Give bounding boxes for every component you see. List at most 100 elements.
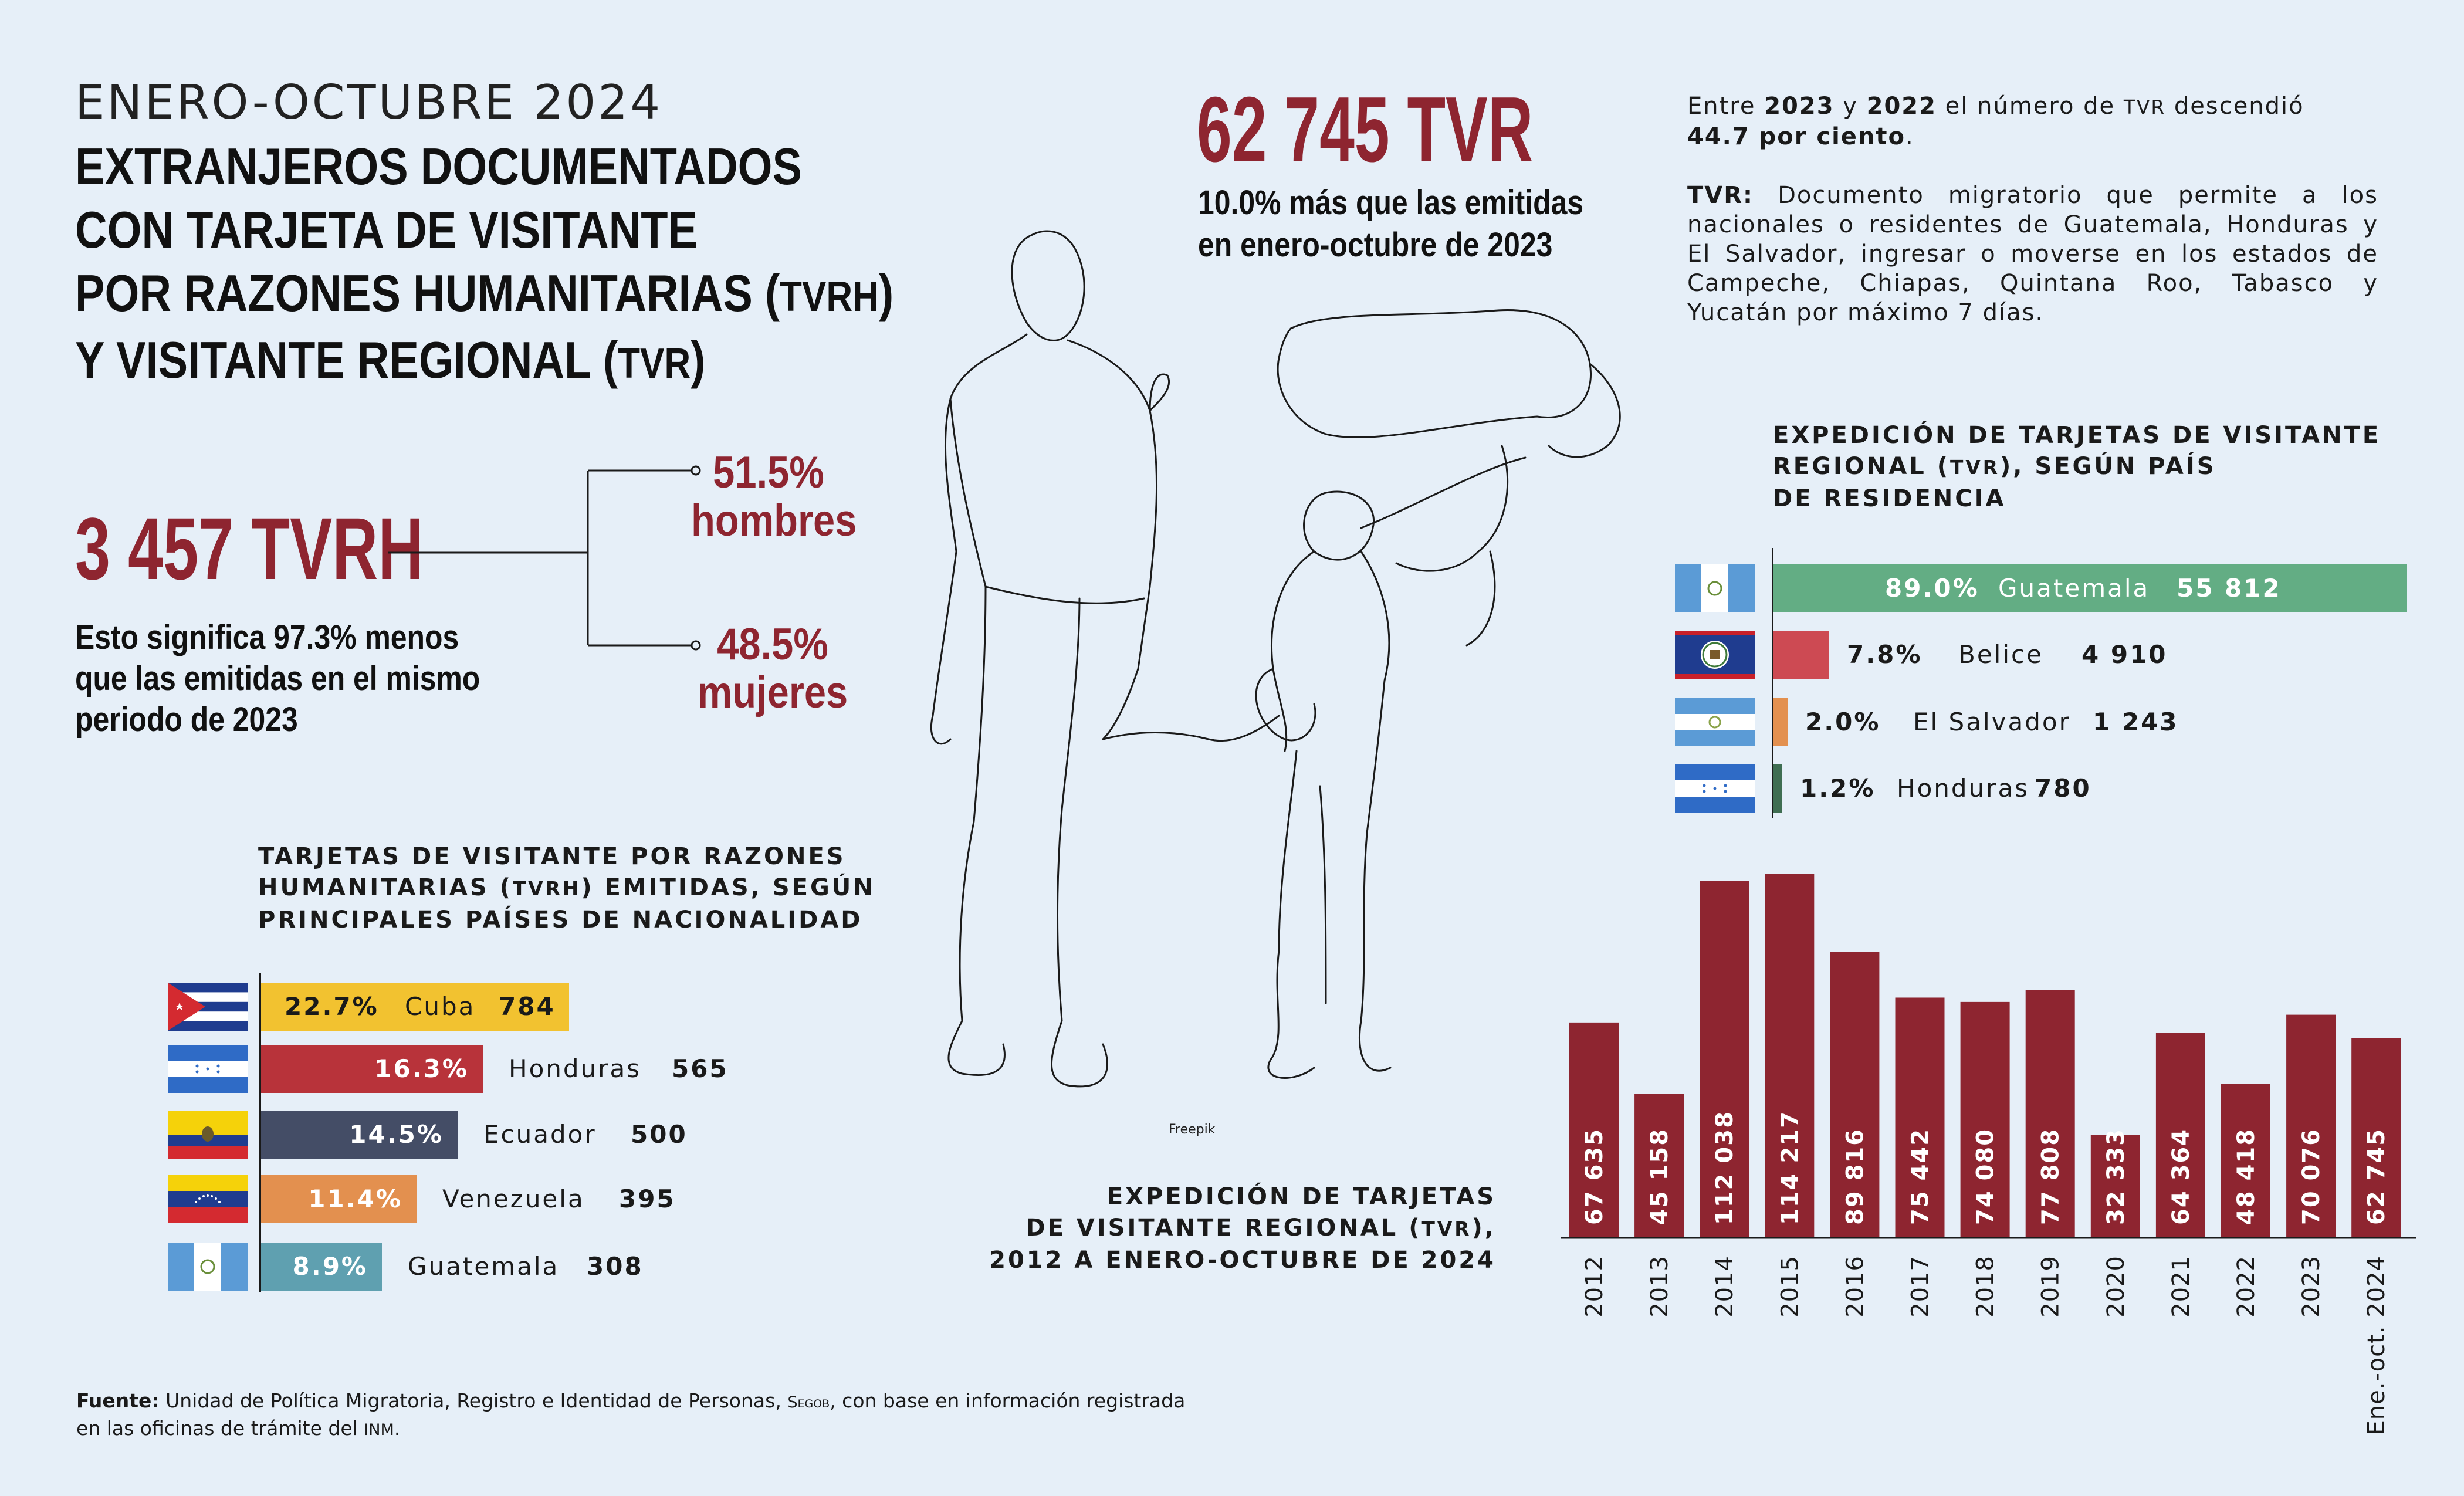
title-abbr: TVRH <box>780 273 879 320</box>
tvrh-note: Esto significa 97.3% menos que las emiti… <box>75 617 480 740</box>
title-line: EXTRANJEROS DOCUMENTADOS <box>75 137 803 195</box>
chart-title-text: HUMANITARIAS ( <box>258 874 513 901</box>
honduras-flag-icon <box>1675 764 1755 813</box>
source-label: Fuente: <box>76 1389 160 1412</box>
change-text: y <box>1834 93 1867 120</box>
x-tick-label: 2020 <box>2103 1255 2130 1318</box>
definition-label: TVR: <box>1687 182 1754 209</box>
chart-title-abbr: TVR <box>1421 1218 1472 1240</box>
tvr-residence-chart-title: EXPEDICIÓN DE TARJETAS DE VISITANTE REGI… <box>1773 420 2381 515</box>
belize-flag-icon <box>1675 631 1755 679</box>
tvr-change-text: Entre 2023 y 2022 el número de TVR desce… <box>1687 92 2391 151</box>
definition-text: Documento migratorio que permite a los <box>1778 182 2378 209</box>
title-line: CON TARJETA DE VISITANTE <box>75 201 698 259</box>
bar-value-label: 67 635 <box>1581 1128 1608 1225</box>
title-text: Y VISITANTE REGIONAL ( <box>75 331 618 389</box>
tvr-note: 10.0% más que las emitidas en enero-octu… <box>1198 182 1583 266</box>
men-label: hombres <box>691 496 857 546</box>
chart-title-text: REGIONAL ( <box>1773 453 1950 480</box>
gender-connector <box>388 465 701 651</box>
tvrh-total: 3 457 TVRH <box>75 499 424 598</box>
bar <box>261 983 569 1031</box>
bar-value-label: 4 910 <box>2081 640 2168 669</box>
bar-category-label: Guatemala <box>408 1252 560 1281</box>
tvr-note-line: en enero-octubre de 2023 <box>1198 226 1553 264</box>
source-text: en las oficinas de trámite del <box>76 1417 364 1440</box>
bar-percent-label: 1.2% <box>1800 774 1876 803</box>
bar <box>261 1111 458 1159</box>
bar <box>2221 1084 2270 1238</box>
venezuela-flag-icon <box>168 1175 248 1223</box>
source-text: Unidad de Política Migratoria, Registro … <box>159 1389 788 1412</box>
bar <box>1773 631 1829 679</box>
x-tick-label: 2013 <box>1646 1255 1673 1318</box>
definition-line: nacionales o residentes de Guatemala, Ho… <box>1687 211 2378 238</box>
year-2022: 2022 <box>1866 93 1937 120</box>
chart-title-line: DE RESIDENCIA <box>1773 485 2006 512</box>
tvr-yearly-chart-title: EXPEDICIÓN DE TARJETAS DE VISITANTE REGI… <box>939 1182 1496 1276</box>
bar-value-label: 1 243 <box>2093 708 2179 736</box>
bar <box>261 1175 417 1223</box>
title-paren: ) <box>878 264 894 322</box>
title-abbr: TVR <box>618 340 691 387</box>
women-percent: 48.5% <box>717 620 828 669</box>
bar-value-label: 55 812 <box>2177 574 2282 603</box>
cuba-flag-icon <box>168 983 248 1031</box>
ecuador-flag-icon <box>168 1111 248 1159</box>
bar-category-label: Ecuador <box>483 1120 597 1149</box>
x-tick-label: 2022 <box>2233 1255 2260 1318</box>
bar-value-label: 565 <box>672 1054 729 1083</box>
bar-value-label: 45 158 <box>1646 1128 1673 1225</box>
x-tick-label: 2016 <box>1842 1255 1869 1318</box>
bar <box>2155 1033 2205 1238</box>
bar-percent-label: 89.0% <box>1885 574 1979 603</box>
bar-percent-label: 11.4% <box>308 1184 402 1213</box>
honduras-flag-icon <box>168 1045 248 1093</box>
bar-category-label: Honduras <box>1897 774 2030 803</box>
bar-value-label: 70 076 <box>2298 1128 2325 1225</box>
tvrh-note-line: que las emitidas en el mismo <box>75 659 480 698</box>
page-title: EXTRANJEROS DOCUMENTADOS CON TARJETA DE … <box>75 135 1027 395</box>
bar-value-label: 74 080 <box>1972 1128 1999 1225</box>
title-text: POR RAZONES HUMANITARIAS ( <box>75 264 780 322</box>
definition-line: Campeche, Chiapas, Quintana Roo, Tabasco… <box>1687 270 2378 297</box>
bar <box>1634 1094 1684 1238</box>
definition-line: Yucatán por máximo 7 días. <box>1687 299 2045 326</box>
el-salvador-flag-icon <box>1675 698 1755 746</box>
bar-percent-label: 14.5% <box>349 1120 444 1149</box>
bar <box>1895 997 1945 1238</box>
source-text: . <box>394 1417 401 1440</box>
x-tick-label: 2012 <box>1581 1255 1608 1318</box>
x-tick-label: 2021 <box>2168 1255 2195 1318</box>
definition-line: TVR: Documento migratorio que permite a … <box>1687 181 2378 210</box>
chart-title-text: ), <box>1471 1214 1496 1241</box>
decline-percent: 44.7 por ciento <box>1687 123 1906 150</box>
chart-title-abbr: TVRH <box>512 878 581 900</box>
tvr-total: 62 745 TVR <box>1197 78 1534 181</box>
x-tick-label: 2015 <box>1776 1255 1803 1318</box>
source-segob: Segob <box>787 1393 830 1412</box>
tvrh-nationality-chart: 22.7% Cuba 784 16.3% Honduras 565 14.5% Ecuador… <box>0 962 821 1302</box>
bar-value-label: 48 418 <box>2233 1128 2260 1225</box>
period-kicker: ENERO-OCTUBRE 2024 <box>75 75 663 130</box>
tvr-note-line: 10.0% más que las emitidas <box>1198 184 1584 222</box>
x-tick-label: 2019 <box>2037 1255 2064 1318</box>
title-line: POR RAZONES HUMANITARIAS (TVRH) <box>75 262 893 329</box>
bar <box>1830 952 1880 1238</box>
tvr-abbr: TVR <box>2123 96 2166 119</box>
bar-category-label: El Salvador <box>1913 708 2071 736</box>
change-text: Entre <box>1687 93 1765 120</box>
x-tick-label: 2014 <box>1711 1255 1738 1318</box>
bar <box>1773 764 1782 813</box>
chart-title-abbr: TVR <box>1949 456 2000 479</box>
bar <box>1569 1022 1619 1238</box>
change-text: descendió <box>2165 93 2304 120</box>
source-inm: INM <box>364 1421 394 1439</box>
x-tick-label: 2017 <box>1907 1255 1934 1318</box>
chart-title-line: REGIONAL (TVR), SEGÚN PAÍS <box>1773 451 2381 483</box>
tvrh-chart-title: TARJETAS DE VISITANTE POR RAZONES HUMANI… <box>258 841 875 936</box>
tvrh-note-line: Esto significa 97.3% menos <box>75 618 459 656</box>
bar-value-label: 89 816 <box>1842 1128 1869 1225</box>
x-tick-label: 2023 <box>2298 1255 2325 1318</box>
chart-title-line: DE VISITANTE REGIONAL (TVR), <box>939 1213 1496 1245</box>
